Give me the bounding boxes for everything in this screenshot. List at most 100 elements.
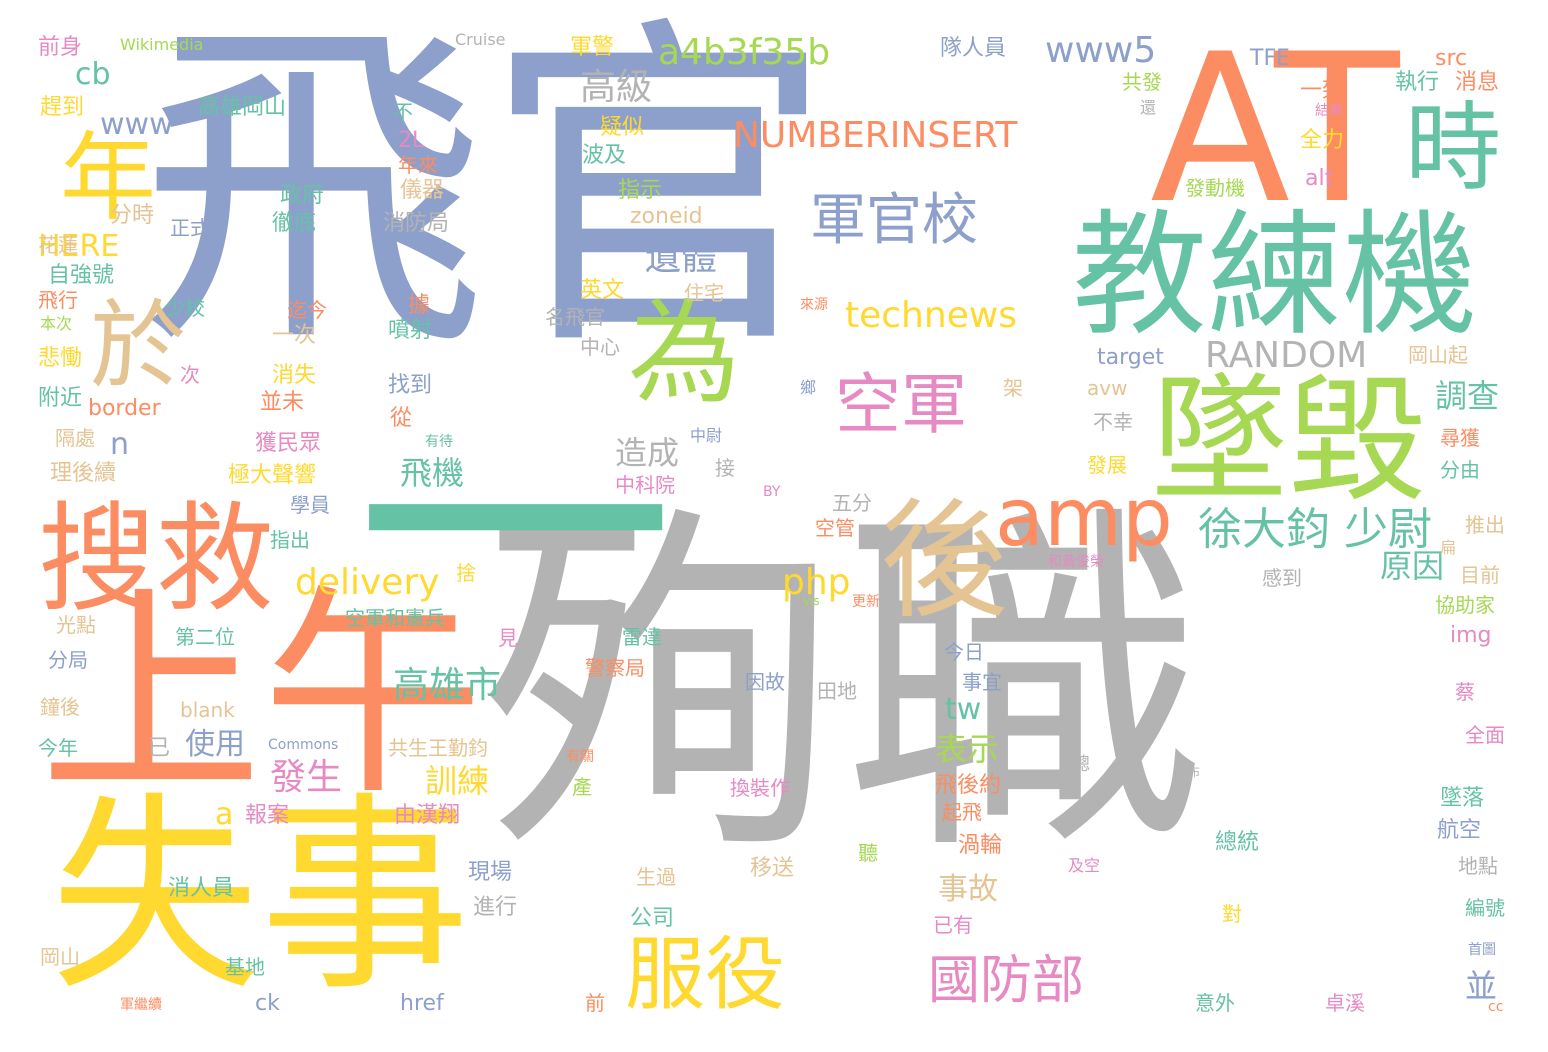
word: 墜毀: [1150, 360, 1427, 521]
word: 徹底: [272, 211, 317, 236]
word: src: [1435, 46, 1468, 71]
word: 造成: [615, 434, 680, 472]
word: 感到: [1262, 566, 1302, 590]
word: 指出: [270, 528, 310, 552]
word: 起飛: [942, 800, 982, 824]
word: 失事: [50, 774, 471, 1019]
word: 表示: [935, 730, 1000, 768]
word: 自強號: [48, 263, 115, 288]
word: 高級: [580, 67, 653, 108]
word: 使用: [185, 727, 245, 762]
word: 產: [572, 775, 592, 799]
word: TFE: [1250, 46, 1290, 71]
word: 英文: [580, 278, 625, 303]
word: 捨: [456, 561, 476, 585]
word: 後: [880, 487, 1009, 636]
word: img: [1450, 623, 1492, 648]
word: alt: [1305, 166, 1334, 191]
word: 已: [148, 736, 171, 761]
word: 中尉: [690, 426, 723, 445]
word: 來源: [800, 297, 828, 313]
word: 移送: [750, 856, 795, 881]
word: 原因: [1380, 547, 1445, 585]
word: Wikimedia: [120, 35, 204, 54]
word: 空管: [815, 516, 855, 540]
word: 發生: [270, 757, 343, 798]
word: 遺體: [645, 237, 718, 278]
word: 疑似: [600, 115, 645, 140]
word: 噴射: [388, 318, 433, 343]
word: 消人員: [168, 876, 235, 901]
word: 五分: [832, 491, 872, 515]
word: 不幸: [1093, 410, 1133, 434]
word: tw: [945, 692, 982, 727]
word: 協助家: [1435, 593, 1495, 617]
word: 共生王勤鈞: [388, 736, 488, 760]
word: 生過: [636, 865, 676, 889]
word: 航空: [1437, 818, 1482, 843]
word: 對: [1222, 902, 1242, 926]
word: 前: [585, 991, 605, 1015]
word: 發動機: [1185, 176, 1245, 200]
word: a4b3f35b: [658, 32, 831, 73]
word: 從: [390, 406, 413, 431]
word: 總: [1072, 754, 1090, 775]
word: 全力: [1300, 128, 1345, 153]
word: 獲民眾: [255, 431, 322, 456]
word: 推出: [1465, 513, 1505, 537]
word: 據: [408, 293, 431, 318]
word: RANDOM: [1205, 335, 1368, 376]
word: 軍繼續: [120, 997, 162, 1013]
word: 分局: [48, 648, 88, 672]
word: 調查: [1435, 377, 1500, 415]
word: 消失: [272, 363, 317, 388]
word: 為: [628, 289, 740, 419]
word: www5: [1045, 30, 1157, 71]
word: 隔處: [55, 426, 95, 450]
word: vis: [803, 594, 820, 608]
word: 已有: [933, 913, 973, 937]
word: 今日: [944, 640, 984, 664]
word: 於: [90, 290, 186, 402]
word: 高雄岡山: [198, 95, 287, 120]
word: cb: [75, 57, 111, 92]
word: 飛行: [38, 288, 78, 312]
word: 年: [60, 122, 156, 234]
word: 消防局: [383, 211, 450, 236]
word: 光點: [56, 613, 96, 637]
word: 花蓮: [38, 233, 78, 257]
word: 因故: [745, 670, 785, 694]
word: 公布: [1176, 765, 1201, 779]
word: 目前: [1460, 563, 1500, 587]
word: 波及: [582, 143, 627, 168]
word: 首圖: [1468, 942, 1496, 958]
word: 基地: [225, 955, 265, 979]
word: 架: [1003, 376, 1023, 400]
word: 軍官校: [810, 188, 978, 253]
word: 事故: [938, 872, 998, 907]
word: NUMBERINSERT: [733, 115, 1018, 156]
word: 見: [498, 626, 518, 650]
word: target: [1097, 345, 1164, 370]
word: 軍警: [570, 35, 615, 60]
word: n: [110, 427, 130, 462]
word: 鄉: [800, 378, 817, 397]
word: 名飛官: [545, 305, 605, 329]
word: 飛官: [140, 0, 832, 392]
word: 中心: [580, 335, 620, 359]
word: blank: [180, 698, 235, 722]
word: 悲慟: [38, 346, 83, 371]
word: 和黃俊榮: [1048, 554, 1104, 570]
word: 執行: [1395, 70, 1440, 95]
word: 聽: [858, 841, 878, 865]
word: technews: [845, 295, 1018, 336]
word: 意外: [1195, 991, 1235, 1015]
word: 上午: [40, 567, 484, 825]
word: 服役: [625, 928, 785, 1021]
word: 扁: [1440, 538, 1457, 557]
word: 飛機: [400, 454, 465, 492]
word: 政府: [280, 183, 325, 208]
word: cc: [1488, 999, 1504, 1015]
word: 事宜: [962, 670, 1002, 694]
word: 2L: [398, 128, 425, 153]
